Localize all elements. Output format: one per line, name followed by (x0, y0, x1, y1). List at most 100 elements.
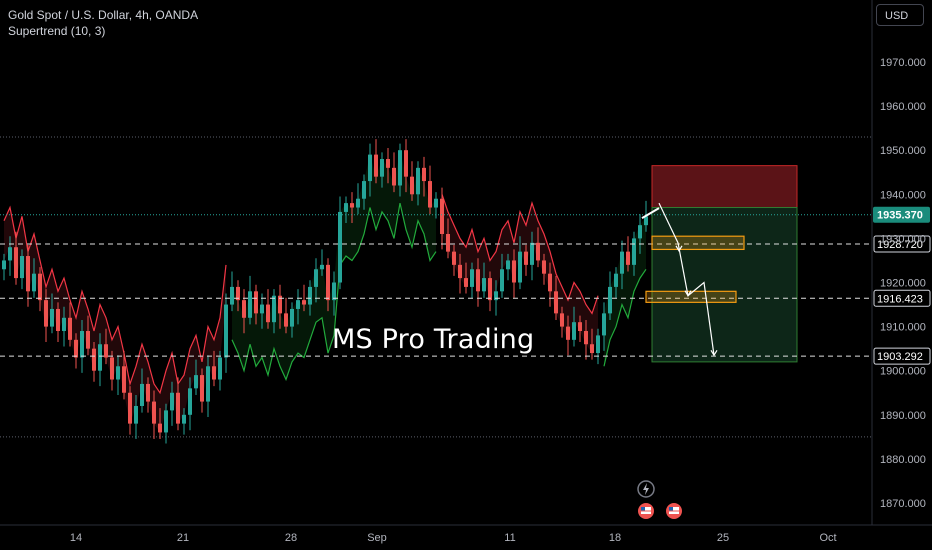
candle (122, 366, 126, 393)
candle (404, 150, 408, 177)
indicator-title: Supertrend (10, 3) (8, 24, 106, 38)
flag-canton (669, 507, 673, 511)
level-price-tag (873, 289, 931, 307)
candle (500, 269, 504, 292)
level-price-label: 1928.720 (877, 239, 923, 251)
candle (200, 375, 204, 402)
candle (92, 348, 96, 371)
supertrend-fill (232, 150, 436, 380)
candle (104, 344, 108, 358)
candle (230, 286, 234, 305)
candle (116, 366, 120, 380)
candle (212, 366, 216, 380)
candle (290, 308, 294, 327)
candle (206, 366, 210, 402)
candle (368, 154, 372, 182)
price-axis-label: 1940.000 (880, 189, 926, 201)
time-axis-label: 28 (285, 532, 297, 544)
candle (374, 154, 378, 177)
candle (242, 300, 246, 318)
time-axis-label: 14 (70, 532, 82, 544)
candle (134, 405, 138, 424)
candle (272, 295, 276, 323)
candle (44, 300, 48, 327)
candle (440, 198, 444, 234)
level-price-tag (873, 235, 931, 253)
projection-stroke (641, 207, 660, 220)
lightning-icon[interactable] (637, 480, 655, 498)
price-axis-label: 1950.000 (880, 145, 926, 157)
candle (182, 414, 186, 424)
candle (452, 251, 456, 265)
supertrend-fill (442, 194, 598, 354)
candle (488, 278, 492, 301)
candle (8, 247, 12, 261)
candle (464, 278, 468, 287)
level-price-tag (873, 347, 931, 365)
candle (578, 322, 582, 332)
time-axis-label: 25 (717, 532, 729, 544)
candle (350, 203, 354, 208)
candle (632, 238, 636, 265)
time-axis-label: Sep (367, 532, 387, 544)
candle (2, 260, 6, 270)
candle (164, 410, 168, 433)
candle (422, 167, 426, 182)
candle (596, 335, 600, 354)
candle (548, 273, 552, 292)
price-axis-label: 1870.000 (880, 498, 926, 510)
candle (50, 308, 54, 327)
candle (278, 295, 282, 314)
candle (140, 383, 144, 406)
candle (380, 159, 384, 177)
candle (512, 260, 516, 283)
candle (314, 269, 318, 287)
price-axis-label: 1920.000 (880, 278, 926, 290)
candle (38, 273, 42, 301)
flag-canton (641, 507, 645, 511)
candle (554, 291, 558, 314)
symbol-title: Gold Spot / U.S. Dollar, 4h, OANDA (8, 8, 199, 22)
price-axis-label: 1910.000 (880, 322, 926, 334)
price-axis-label: 1890.000 (880, 410, 926, 422)
candle (614, 273, 618, 287)
candle (638, 225, 642, 239)
level-price-label: 1903.292 (877, 351, 923, 363)
candle (32, 273, 36, 292)
currency-button[interactable]: USD (876, 4, 924, 26)
current-price-tag (873, 206, 930, 223)
arrow-head (710, 349, 718, 357)
supertrend-up-line (603, 268, 647, 367)
candle (476, 269, 480, 292)
supertrend-down-line (441, 194, 599, 315)
candle (416, 167, 420, 195)
candle (332, 282, 336, 301)
candle (26, 256, 30, 292)
candle (20, 256, 24, 279)
time-axis-label: 21 (177, 532, 189, 544)
time-axis-label: Oct (819, 532, 836, 544)
candle (398, 150, 402, 186)
candle (446, 233, 450, 252)
arrow-head (675, 245, 683, 252)
candle (68, 317, 72, 340)
candle (188, 388, 192, 415)
time-axis-label: 11 (504, 532, 515, 544)
supply-box (651, 235, 745, 251)
candle (176, 392, 180, 424)
stop-loss-zone (651, 165, 798, 209)
candle (482, 278, 486, 292)
candle (98, 344, 102, 371)
candle (236, 286, 240, 301)
candle (74, 339, 78, 358)
candle (524, 251, 528, 265)
candle (158, 423, 162, 433)
price-axis-label: 1970.000 (880, 57, 926, 69)
watermark-text: MS Pro Trading (332, 324, 535, 355)
candle (470, 269, 474, 287)
take-profit-zone (651, 207, 798, 363)
candle (428, 181, 432, 208)
candle (644, 216, 648, 226)
price-axis-label: 1900.000 (880, 366, 926, 378)
